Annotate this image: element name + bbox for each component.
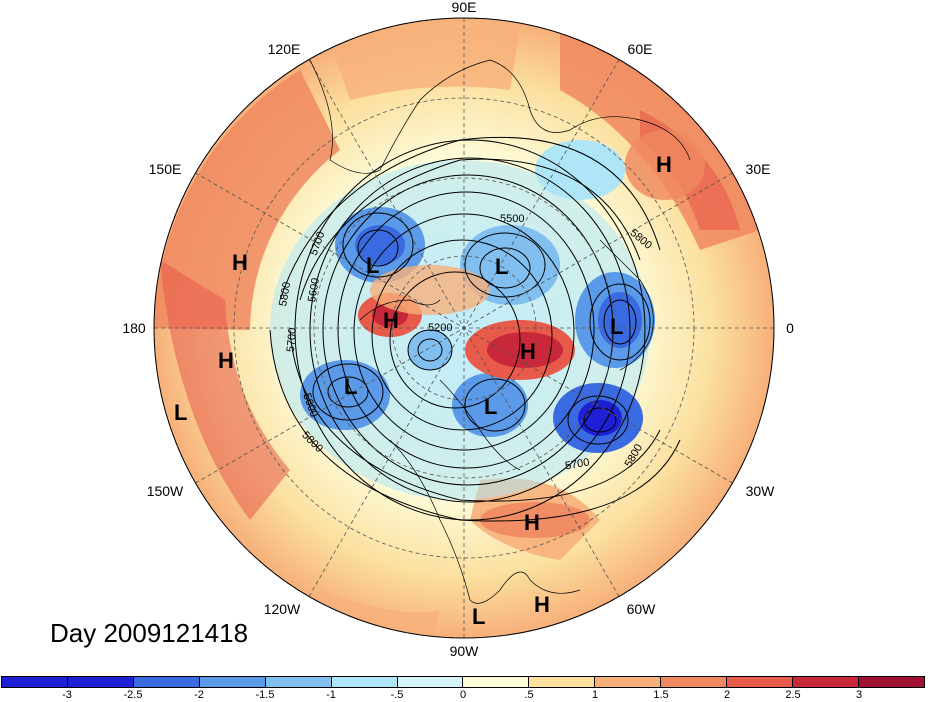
pressure-center-marker: L (174, 400, 187, 425)
colorbar-label: .5 (524, 689, 534, 701)
colorbar-swatch (858, 677, 924, 687)
contour-label: 5800 (277, 281, 293, 307)
colorbar-swatch (265, 677, 332, 687)
pressure-center-marker: L (366, 253, 379, 278)
lon-label-60w: 60W (627, 601, 657, 617)
colorbar-label: -.5 (390, 689, 404, 701)
contour-label: 5200 (428, 322, 452, 334)
pressure-center-marker: L (610, 314, 623, 339)
pressure-center-marker: L (472, 604, 485, 629)
coastlines (309, 59, 691, 604)
colorbar-swatch (133, 677, 200, 687)
pressure-center-marker: H (232, 250, 248, 275)
colorbar-label: 1.5 (653, 689, 669, 701)
pressure-centers: H H L L H L L H L H L H H L (174, 152, 672, 629)
lon-label-120e: 120E (268, 41, 301, 57)
colorbar-swatch (529, 677, 596, 687)
polar-stereographic-map: 90E 60E 30E 0 30W 60W 90W 120W 150W 180 … (122, 0, 794, 659)
colorbar-label: -3 (62, 689, 72, 701)
colorbar-label: 2 (723, 689, 731, 701)
colorbar-label: 3 (855, 689, 863, 701)
lon-label-150w: 150W (147, 483, 184, 499)
contour-label: 5700 (564, 456, 590, 472)
colorbar-label: 2.5 (785, 689, 801, 701)
colorbar-swatch (661, 677, 728, 687)
lon-label-90w: 90W (450, 643, 480, 659)
colorbar-label: 1 (591, 689, 599, 701)
lon-label-0: 0 (786, 320, 794, 336)
colorbar-swatch (199, 677, 266, 687)
lon-label-120w: 120W (264, 601, 301, 617)
pressure-center-marker: L (495, 254, 508, 279)
longitude-labels: 90E 60E 30E 0 30W 60W 90W 120W 150W 180 … (122, 0, 794, 659)
pressure-center-marker: H (524, 510, 540, 535)
lon-label-60e: 60E (628, 41, 653, 57)
map-title: Day 2009121418 (50, 618, 249, 648)
colorbar-label: -1 (326, 689, 336, 701)
colorbar-label: -2 (194, 689, 204, 701)
map-boundary (153, 17, 775, 639)
lon-label-90e: 90E (452, 0, 477, 15)
height-contours (269, 136, 681, 522)
pressure-center-marker: H (656, 152, 672, 177)
lon-label-150e: 150E (149, 161, 182, 177)
contour-label: 5600 (306, 277, 322, 303)
colorbar-swatches (1, 676, 925, 688)
colorbar-swatch (331, 677, 398, 687)
contour-label: 5500 (500, 213, 524, 225)
pressure-center-marker: H (520, 339, 536, 364)
contour-label: 5700 (285, 327, 299, 352)
colorbar-swatch (727, 677, 794, 687)
colorbar-swatch (2, 677, 68, 687)
colorbar: -3 -2.5 -2 -1.5 -1 -.5 0 .5 1 1.5 2 2.5 3 (0, 676, 928, 702)
pressure-center-marker: L (344, 374, 357, 399)
pressure-center-marker: H (534, 592, 550, 617)
colorbar-label: 0 (459, 689, 467, 701)
colorbar-swatch (463, 677, 530, 687)
colorbar-swatch (67, 677, 134, 687)
pressure-center-marker: H (218, 348, 234, 373)
colorbar-swatch (793, 677, 859, 687)
colorbar-label: -2.5 (123, 689, 143, 701)
colorbar-label: -1.5 (255, 689, 275, 701)
colorbar-swatch (397, 677, 464, 687)
lon-label-180: 180 (122, 320, 146, 336)
lon-label-30e: 30E (746, 161, 771, 177)
colorbar-swatch (595, 677, 662, 687)
pressure-center-marker: L (484, 394, 497, 419)
lon-label-30w: 30W (746, 483, 776, 499)
pressure-center-marker: H (383, 308, 399, 333)
